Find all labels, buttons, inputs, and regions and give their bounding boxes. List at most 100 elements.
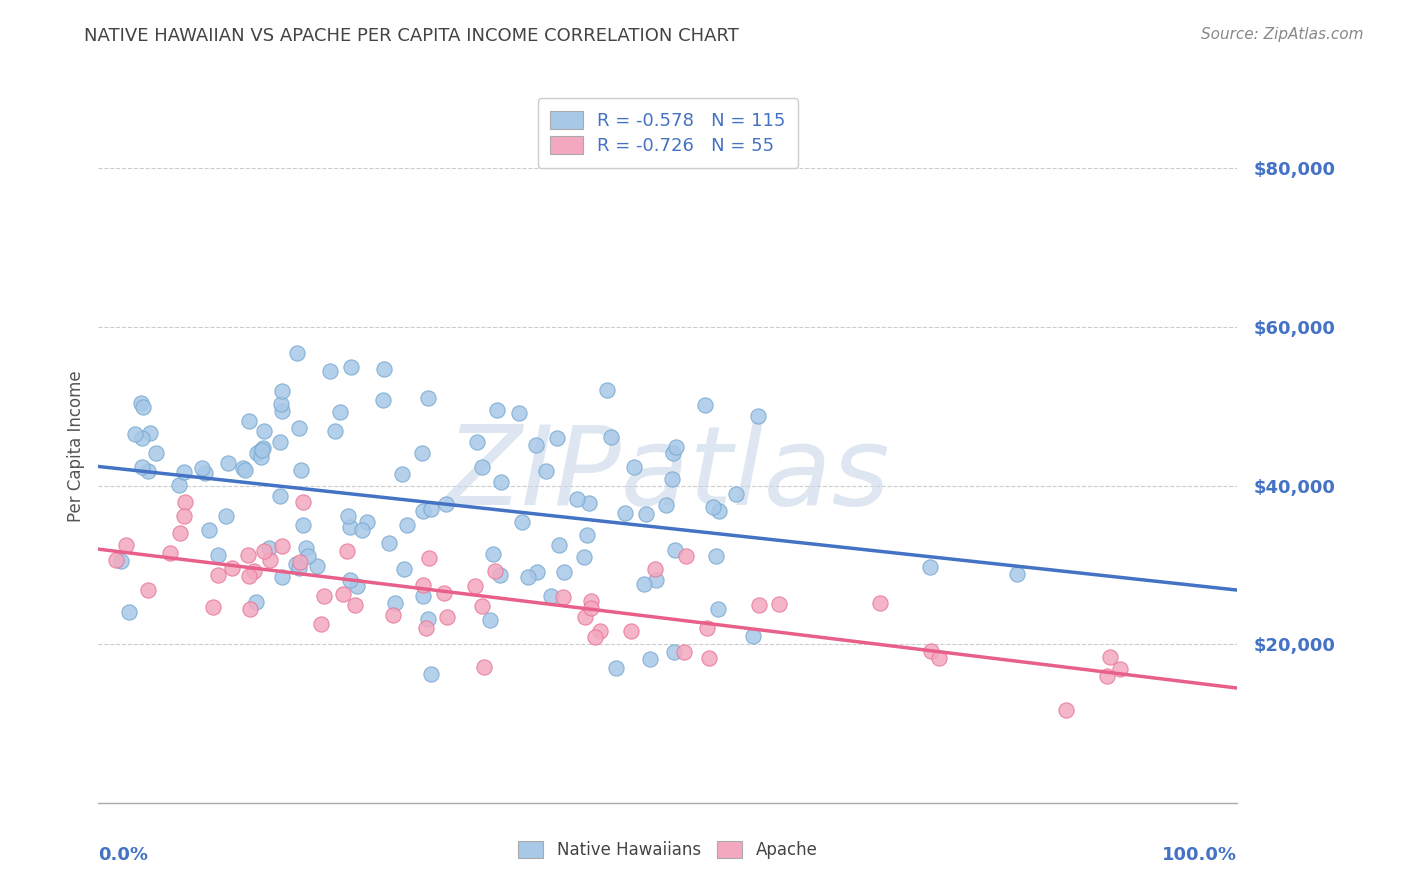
Point (396, 518, 419, 533)
Point (664, 543, 686, 558)
Point (470, 460, 492, 475)
Point (269, 489, 291, 503)
Point (484, 564, 506, 578)
Point (661, 472, 683, 486)
Point (747, 409, 769, 423)
Y-axis label: Per Capita Income: Per Capita Income (66, 370, 84, 522)
Point (269, 434, 291, 449)
Point (596, 383, 619, 397)
Point (420, 501, 443, 516)
Point (292, 495, 315, 509)
Point (356, 515, 378, 529)
Point (572, 549, 595, 564)
Point (546, 431, 568, 445)
Point (329, 404, 352, 418)
Point (655, 498, 678, 512)
Point (253, 424, 276, 438)
Point (567, 491, 589, 506)
Point (416, 391, 439, 405)
Point (1098, 650, 1121, 665)
Point (138, 464, 160, 478)
Point (124, 427, 146, 442)
Point (465, 435, 488, 450)
Point (1054, 703, 1077, 717)
Point (285, 557, 308, 571)
Point (548, 538, 571, 552)
Point (918, 559, 941, 574)
Point (415, 621, 437, 635)
Point (290, 555, 312, 569)
Point (249, 444, 271, 458)
Point (579, 594, 602, 608)
Point (297, 549, 319, 563)
Point (114, 537, 136, 551)
Point (534, 464, 557, 478)
Point (294, 541, 316, 555)
Point (644, 562, 666, 576)
Point (384, 596, 406, 610)
Point (233, 463, 256, 477)
Point (702, 500, 724, 514)
Point (636, 508, 658, 522)
Point (290, 463, 312, 477)
Point (748, 598, 770, 612)
Point (319, 364, 342, 378)
Point (434, 497, 457, 511)
Point (588, 624, 610, 638)
Point (464, 579, 486, 593)
Point (373, 362, 395, 376)
Point (215, 508, 238, 523)
Text: ZIPatlas: ZIPatlas (446, 421, 890, 528)
Point (238, 414, 260, 428)
Point (217, 456, 239, 470)
Point (104, 553, 127, 567)
Point (633, 577, 655, 591)
Point (207, 567, 229, 582)
Point (207, 549, 229, 563)
Point (620, 624, 643, 639)
Point (337, 509, 360, 524)
Point (928, 651, 950, 665)
Point (221, 561, 243, 575)
Point (271, 404, 294, 418)
Point (489, 475, 512, 490)
Point (579, 601, 602, 615)
Point (339, 520, 361, 534)
Point (292, 518, 315, 533)
Point (695, 398, 717, 412)
Point (524, 438, 547, 452)
Point (314, 589, 336, 603)
Point (436, 610, 458, 624)
Point (553, 566, 575, 580)
Point (662, 445, 685, 459)
Point (724, 487, 747, 501)
Point (420, 667, 443, 681)
Point (339, 574, 361, 588)
Point (707, 602, 730, 616)
Point (645, 574, 668, 588)
Point (412, 578, 434, 592)
Point (418, 550, 440, 565)
Point (236, 548, 259, 562)
Point (1109, 662, 1132, 676)
Point (198, 523, 221, 537)
Point (508, 406, 530, 420)
Text: 100.0%: 100.0% (1163, 846, 1237, 863)
Point (471, 599, 494, 614)
Point (270, 384, 292, 399)
Point (253, 544, 276, 558)
Point (665, 440, 688, 454)
Point (373, 392, 395, 407)
Point (696, 621, 718, 635)
Point (485, 402, 508, 417)
Point (246, 446, 269, 460)
Text: 0.0%: 0.0% (98, 846, 149, 863)
Point (526, 566, 548, 580)
Point (129, 396, 152, 410)
Point (159, 546, 181, 560)
Point (250, 450, 273, 464)
Point (110, 554, 132, 568)
Point (257, 541, 280, 556)
Point (411, 446, 433, 460)
Point (139, 425, 162, 440)
